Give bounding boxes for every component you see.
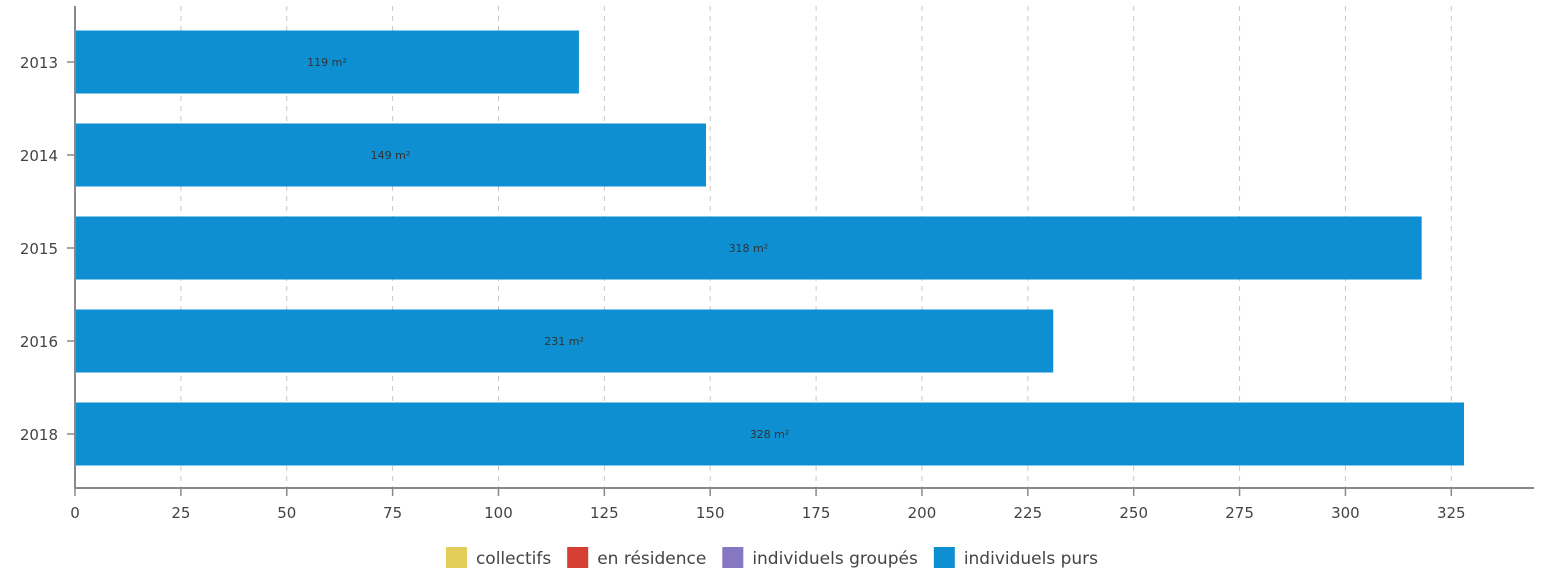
x-tick-label: 75 (383, 504, 402, 522)
legend-label: individuels purs (964, 549, 1098, 569)
bar-data-label: 318 m² (729, 242, 769, 255)
x-axis-ticks: 0 25 50 75 100 125 150 175 200 225 250 275 300 325 (70, 488, 1466, 522)
x-tick-label: 50 (277, 504, 296, 522)
y-tick-label: 2018 (20, 426, 58, 444)
y-tick-label: 2015 (20, 240, 58, 258)
x-tick-label: 225 (1013, 504, 1042, 522)
axes (74, 6, 1534, 489)
x-tick-label: 125 (590, 504, 619, 522)
y-tick-label: 2014 (20, 147, 58, 165)
bar-data-label: 328 m² (750, 428, 790, 441)
x-tick-label: 250 (1119, 504, 1148, 522)
legend: collectifs en résidence individuels groupé… (445, 547, 1098, 569)
legend-swatch (722, 547, 744, 568)
bars: 119 m² 149 m² 318 m² 231 m² 328 m² (75, 30, 1464, 466)
x-tick-label: 200 (908, 504, 937, 522)
y-tick-label: 2016 (20, 333, 58, 351)
bar-data-label: 119 m² (307, 56, 347, 69)
bar (75, 309, 1054, 373)
bar (75, 216, 1422, 280)
x-tick-label: 300 (1331, 504, 1360, 522)
x-tick-label: 275 (1225, 504, 1254, 522)
bar (75, 123, 706, 187)
legend-label: en résidence (597, 549, 706, 569)
y-tick-label: 2013 (20, 54, 58, 72)
bar-data-label: 149 m² (371, 149, 411, 162)
legend-label: collectifs (476, 549, 551, 569)
legend-swatch (567, 547, 589, 568)
x-tick-label: 150 (696, 504, 725, 522)
x-tick-label: 25 (171, 504, 190, 522)
x-tick-label: 100 (484, 504, 513, 522)
legend-label: individuels groupés (752, 549, 918, 569)
legend-swatch (445, 547, 467, 568)
bar (75, 402, 1464, 466)
x-tick-label: 0 (70, 504, 80, 522)
bar (75, 30, 579, 94)
x-tick-label: 325 (1437, 504, 1466, 522)
legend-swatch (933, 547, 955, 568)
y-axis-ticks: 2013 2014 2015 2016 2018 (20, 54, 75, 444)
x-tick-label: 175 (802, 504, 831, 522)
bar-data-label: 231 m² (544, 335, 584, 348)
